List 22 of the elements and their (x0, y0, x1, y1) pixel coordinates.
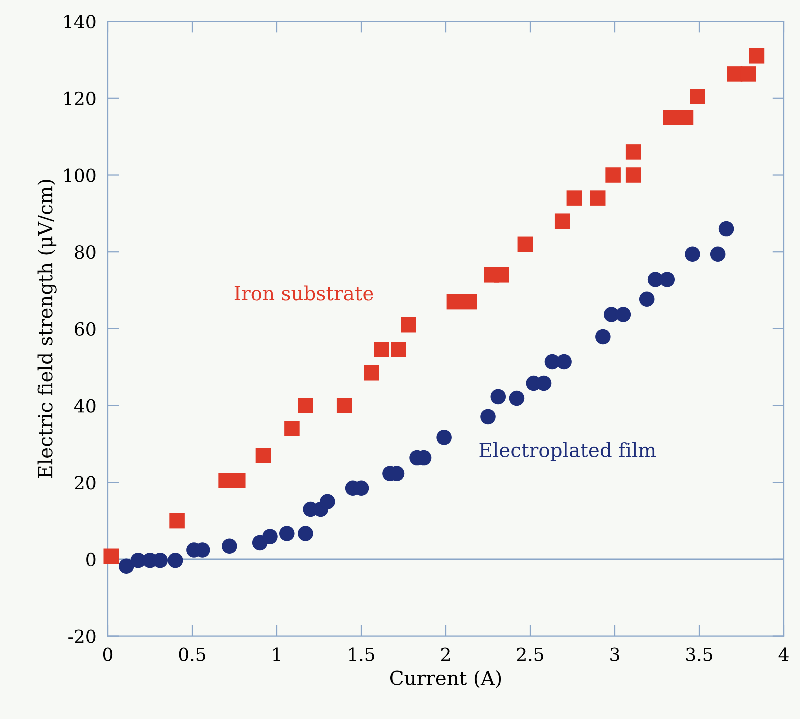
x-axis-title: Current (A) (390, 670, 502, 688)
y-tick-label: 140 (64, 15, 96, 29)
y-axis-title: Electric field strength (μV/cm) (38, 180, 57, 478)
x-tick-label: 1.5 (349, 648, 374, 662)
x-tick-label: 3 (610, 648, 620, 662)
x-tick-label: 2.5 (517, 648, 544, 662)
y-tick-label: 20 (75, 476, 96, 490)
x-tick-label: 2 (441, 648, 450, 662)
y-tick-label: -20 (68, 630, 96, 644)
y-tick-label: 100 (64, 168, 96, 182)
x-tick-label: 0 (103, 648, 113, 662)
y-tick-label: 0 (86, 552, 96, 567)
y-tick-label: 40 (74, 399, 96, 413)
x-tick-label: 0.5 (179, 648, 206, 662)
x-tick-label: 1 (273, 648, 280, 662)
series-label: Iron substrate (234, 286, 374, 301)
y-tick-label: 60 (75, 322, 96, 336)
x-tick-label: 3.5 (686, 648, 712, 662)
y-tick-label: 80 (75, 246, 96, 260)
series-label: Electroplated film (480, 442, 656, 462)
x-tick-label: 4 (778, 648, 789, 662)
y-tick-label: 120 (64, 92, 96, 106)
